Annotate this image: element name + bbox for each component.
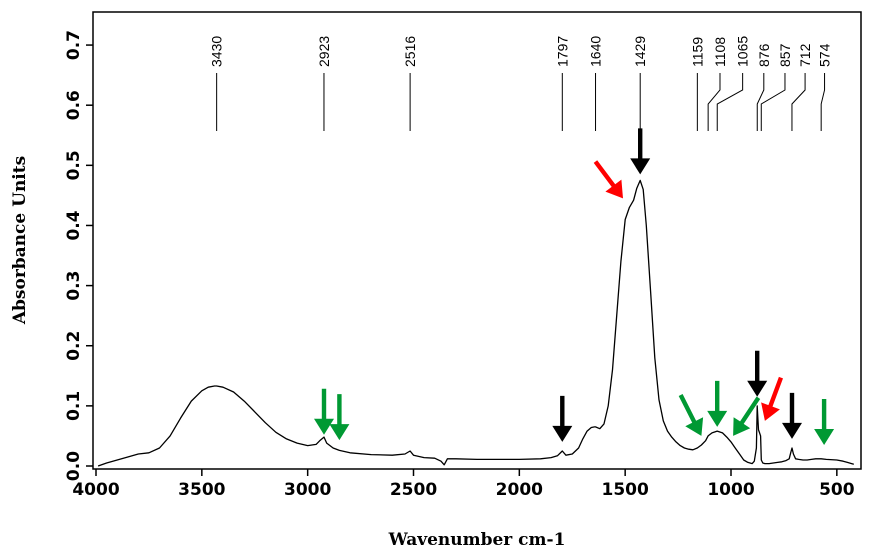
annotation-arrow [747,350,768,397]
annotation-arrow [782,392,802,439]
peak-leader-line [756,73,765,131]
x-tick-label: 3000 [284,480,331,500]
peak-labels: 3430 2923 2516 1797 1640 1429 1159 1108 1065 876 8… [209,36,833,131]
y-tick-label: 0.6 [64,90,84,120]
peak-label: 1797 [554,36,570,67]
peak-label: 712 [797,43,813,67]
annotation-arrow [552,395,573,442]
peak-leader-line [760,73,786,131]
peak-leader-line [707,73,721,131]
peak-label: 3430 [209,36,225,67]
x-tick-label: 1000 [707,480,754,500]
x-tick-label: 2500 [390,480,437,500]
peak-label: 2516 [402,36,418,67]
peak-label: 876 [756,43,772,67]
peak-leader-line [791,73,806,131]
peak-label: 1108 [712,37,728,67]
peak-label: 1065 [735,36,751,67]
annotation-arrows [314,128,835,445]
annotation-arrow [678,394,704,436]
y-tick-label: 0.4 [64,210,84,240]
peak-label: 574 [817,43,833,67]
annotation-arrow [761,376,783,421]
plot-frame [92,11,862,470]
peak-label: 1159 [689,37,705,67]
y-axis-title: Absorbance Units [10,156,30,325]
annotation-arrow [314,388,334,435]
x-tick-label: 1500 [602,480,649,500]
y-tick-label: 0.3 [64,271,84,301]
annotation-arrow [329,394,350,441]
annotation-arrow [814,399,835,445]
y-tick-label: 0.7 [64,30,84,60]
x-axis-title: Wavenumber cm-1 [388,530,566,550]
x-tick-label: 4000 [72,480,119,500]
annotation-arrow [593,160,623,199]
annotation-arrow [630,128,651,175]
y-tick-label: 0.0 [64,451,84,481]
y-tick-label: 0.5 [64,150,84,180]
spectrum-line [97,179,854,467]
x-tick-label: 3500 [178,480,225,500]
x-tick-label: 500 [819,480,855,500]
annotation-arrow [707,380,728,427]
y-tick-label: 0.1 [64,391,84,421]
peak-leader-line [820,73,826,131]
annotation-arrow [733,396,761,436]
x-tick-label: 2000 [496,480,543,500]
peak-label: 1429 [632,36,648,67]
x-axis: 4000 3500 3000 2500 2000 1500 1000 500 [72,469,855,500]
peak-label: 857 [777,43,793,67]
peak-label: 2923 [316,36,332,67]
y-axis: 0.0 0.1 0.2 0.3 0.4 0.5 0.6 0.7 [64,30,93,481]
peak-label: 1640 [588,36,604,67]
series-group [97,179,854,467]
y-tick-label: 0.2 [64,331,84,361]
peak-leader-line [716,73,744,131]
